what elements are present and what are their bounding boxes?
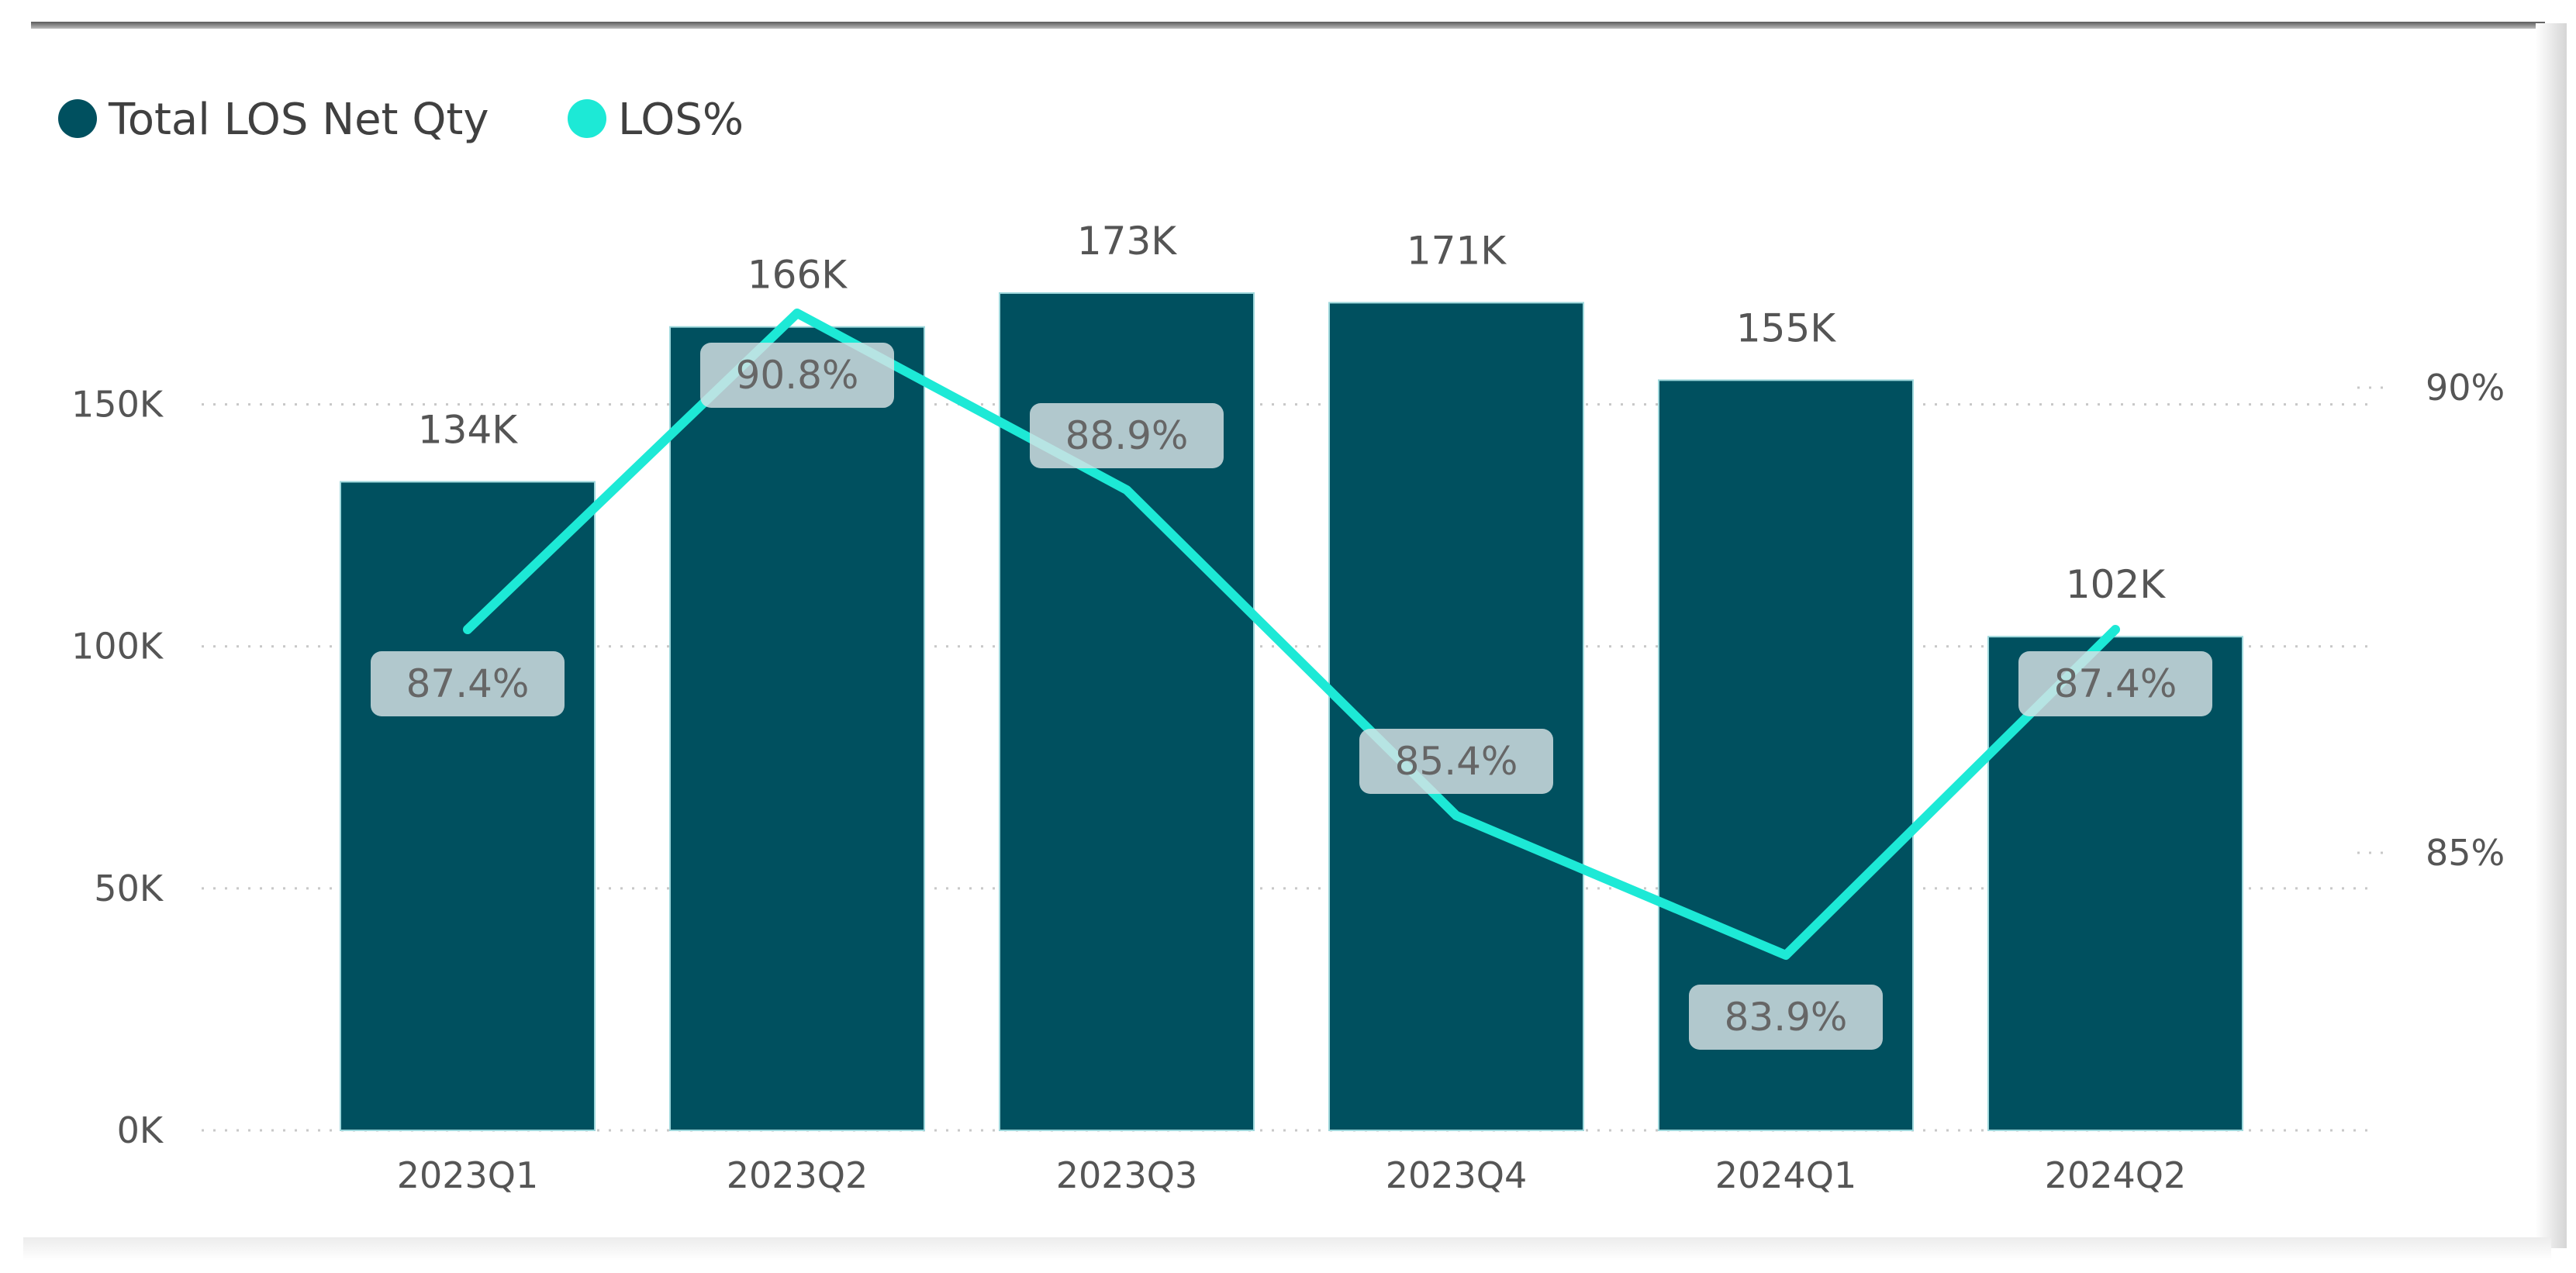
x-axis-tick-label: 2023Q2 xyxy=(727,1154,868,1196)
right-axis: 85% 90% xyxy=(2357,367,2505,874)
right-axis-tick-label: 85% xyxy=(2426,832,2505,874)
bar-value-label: 134K xyxy=(418,407,518,452)
bar-value-label: 173K xyxy=(1077,219,1177,264)
legend: Total LOS Net Qty LOS% xyxy=(58,95,744,145)
bar xyxy=(669,326,925,1131)
line-label-background xyxy=(2018,651,2212,716)
left-axis-tick-label: 0K xyxy=(117,1109,164,1151)
bar-value-label: 171K xyxy=(1407,228,1507,273)
left-axis-tick-label: 150K xyxy=(71,384,164,426)
bar-value-label: 102K xyxy=(2066,562,2166,607)
line-label-background xyxy=(1689,985,1883,1050)
bar xyxy=(340,481,596,1131)
bar xyxy=(1328,302,1584,1131)
line-value-label: 87.4% xyxy=(2054,661,2177,706)
line-value-label: 88.9% xyxy=(1065,413,1189,458)
left-axis-tick-label: 50K xyxy=(94,868,164,909)
legend-marker-los-percent xyxy=(568,99,606,138)
bar-series xyxy=(340,292,2243,1131)
line-value-label: 87.4% xyxy=(406,661,530,706)
line-value-label: 85.4% xyxy=(1395,739,1518,784)
line-label-background xyxy=(1359,729,1553,794)
x-axis-tick-label: 2023Q4 xyxy=(1386,1154,1528,1196)
bar-value-label: 155K xyxy=(1736,305,1836,350)
line-label-background xyxy=(1030,403,1224,468)
legend-label-los-percent: LOS% xyxy=(618,95,744,145)
card-top-border xyxy=(31,22,2545,29)
x-axis-tick-label: 2024Q1 xyxy=(1715,1154,1857,1196)
legend-marker-total-los-net-qty xyxy=(58,99,97,138)
card-right-shadow xyxy=(2536,23,2567,1248)
line-data-labels: 87.4% 90.8% 88.9% 85.4% 83.9% 87.4% xyxy=(371,343,2212,1050)
x-axis-tick-label: 2023Q3 xyxy=(1056,1154,1198,1196)
right-axis-tick-label: 90% xyxy=(2426,367,2505,409)
bar-value-label: 166K xyxy=(748,253,848,298)
x-axis-tick-label: 2024Q2 xyxy=(2045,1154,2187,1196)
card-bottom-shadow xyxy=(23,1237,2551,1261)
bar-data-labels: 134K 166K 173K 171K 155K 102K xyxy=(418,219,2166,607)
x-axis: 2023Q1 2023Q2 2023Q3 2023Q4 2024Q1 2024Q2 xyxy=(397,1154,2187,1196)
line-value-label: 90.8% xyxy=(736,353,859,398)
line-label-background xyxy=(371,651,565,716)
legend-label-total-los-net-qty: Total LOS Net Qty xyxy=(108,95,489,145)
left-axis: 0K 50K 100K 150K xyxy=(71,384,164,1151)
line-value-label: 83.9% xyxy=(1725,995,1848,1040)
x-axis-tick-label: 2023Q1 xyxy=(397,1154,539,1196)
left-axis-tick-label: 100K xyxy=(71,626,164,668)
line-label-background xyxy=(700,343,894,408)
